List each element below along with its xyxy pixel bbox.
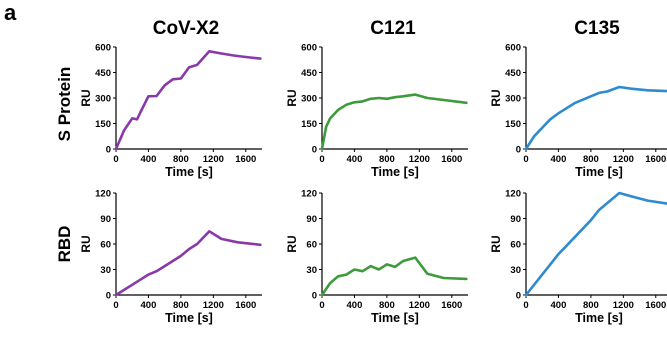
x-tick-label: 400: [347, 300, 363, 311]
y-tick-label: 120: [95, 189, 111, 200]
x-axis-label: Time [s]: [371, 165, 419, 179]
series-line-c135: [524, 191, 667, 297]
y-tick-label: 150: [301, 119, 317, 130]
x-tick-label: 800: [379, 154, 395, 165]
x-tick-label: 400: [551, 300, 567, 311]
x-axis-label: Time [s]: [165, 165, 213, 179]
y-tick-label: 30: [306, 265, 317, 276]
y-tick-label: 90: [510, 214, 521, 225]
y-tick-label: 60: [100, 240, 111, 251]
x-axis-label: Time [s]: [165, 311, 213, 325]
y-tick-label: 0: [312, 145, 317, 156]
x-tick-label: 1200: [613, 154, 634, 165]
panel-letter: a: [4, 0, 17, 25]
y-tick-label: 60: [306, 240, 317, 251]
x-tick-label: 1200: [409, 300, 430, 311]
x-axis-label: Time [s]: [575, 311, 623, 325]
y-tick-label: 450: [95, 68, 111, 79]
y-tick-label: 600: [505, 43, 521, 54]
row-label-rbd: RBD: [55, 226, 74, 263]
y-tick-label: 300: [505, 94, 521, 105]
y-axis-label: RU: [79, 89, 93, 106]
y-tick-label: 600: [95, 43, 111, 54]
chart-s-protein-cov-x2: 0 150 300 450 600 0 400 800 1200 1600 RU Time [s]: [79, 43, 262, 179]
x-tick-label: 1600: [235, 300, 256, 311]
chart-s-protein-c121: 0 150 300 450 600 0 400 800 1200 1600 RU Time [s]: [285, 43, 468, 179]
y-tick-label: 0: [516, 145, 521, 156]
column-title-c121: C121: [370, 18, 416, 39]
y-tick-label: 150: [95, 119, 111, 130]
x-tick-label: 1200: [203, 300, 224, 311]
y-tick-label: 300: [301, 94, 317, 105]
x-tick-label: 1600: [441, 300, 462, 311]
x-tick-label: 400: [347, 154, 363, 165]
y-tick-label: 150: [505, 119, 521, 130]
y-tick-label: 450: [505, 68, 521, 79]
column-title-c135: C135: [574, 18, 620, 39]
y-tick-label: 60: [510, 240, 521, 251]
y-tick-label: 0: [516, 291, 521, 302]
y-tick-label: 120: [301, 189, 317, 200]
x-tick-label: 0: [523, 300, 528, 311]
y-tick-label: 90: [100, 214, 111, 225]
x-tick-label: 1200: [409, 154, 430, 165]
y-tick-label: 30: [100, 265, 111, 276]
x-axis-label: Time [s]: [575, 165, 623, 179]
y-tick-label: 0: [312, 291, 317, 302]
y-axis-label: RU: [489, 89, 503, 106]
row-label-s-protein: S Protein: [55, 67, 74, 142]
y-tick-label: 0: [106, 291, 111, 302]
x-tick-label: 0: [113, 300, 118, 311]
y-axis-label: RU: [79, 235, 93, 252]
y-axis-label: RU: [285, 89, 299, 106]
x-axis-label: Time [s]: [371, 311, 419, 325]
series-line-c135: [524, 85, 667, 151]
x-tick-label: 800: [173, 154, 189, 165]
series-line-c121: [320, 256, 468, 297]
x-tick-label: 1200: [203, 154, 224, 165]
y-tick-label: 600: [301, 43, 317, 54]
y-tick-label: 30: [510, 265, 521, 276]
column-title-cov-x2: CoV-X2: [153, 18, 220, 39]
x-tick-label: 1600: [441, 154, 462, 165]
y-tick-label: 90: [306, 214, 317, 225]
x-tick-label: 400: [141, 300, 157, 311]
x-tick-label: 800: [379, 300, 395, 311]
x-tick-label: 0: [319, 154, 324, 165]
x-tick-label: 400: [551, 154, 567, 165]
series-line-cov-x2: [114, 230, 262, 297]
y-tick-label: 300: [95, 94, 111, 105]
x-tick-label: 1600: [645, 300, 666, 311]
x-tick-label: 0: [319, 300, 324, 311]
x-tick-label: 400: [141, 154, 157, 165]
series-line-c121: [320, 93, 468, 151]
y-axis-label: RU: [489, 235, 503, 252]
x-tick-label: 800: [583, 154, 599, 165]
y-axis-label: RU: [285, 235, 299, 252]
y-tick-label: 0: [106, 145, 111, 156]
y-tick-label: 450: [301, 68, 317, 79]
x-tick-label: 0: [523, 154, 528, 165]
x-tick-label: 800: [583, 300, 599, 311]
y-tick-label: 120: [505, 189, 521, 200]
x-tick-label: 1200: [613, 300, 634, 311]
x-tick-label: 800: [173, 300, 189, 311]
x-tick-label: 1600: [645, 154, 666, 165]
x-tick-label: 0: [113, 154, 118, 165]
x-tick-label: 1600: [235, 154, 256, 165]
chart-s-protein-c135: 0 150 300 450 600 0 400 800 1200 1600 RU Time [s]: [489, 43, 667, 179]
series-line-cov-x2: [114, 49, 262, 151]
